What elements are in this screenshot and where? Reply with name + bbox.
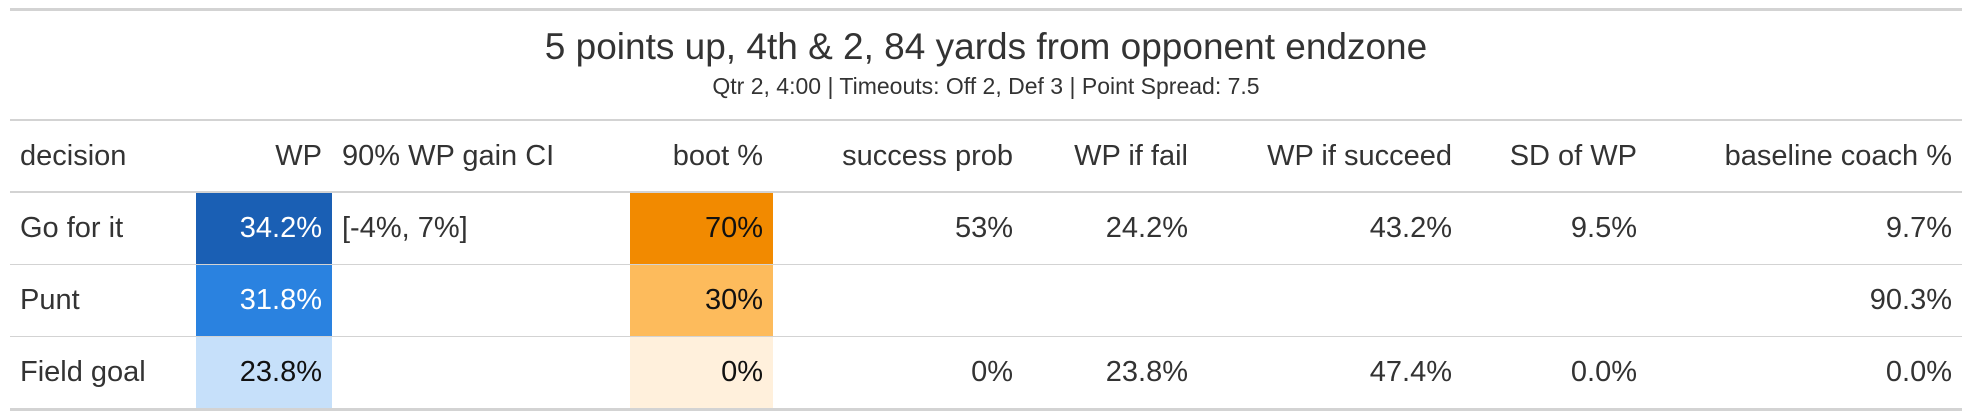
col-header-wp-if-fail: WP if fail xyxy=(1023,121,1198,193)
cell-baseline-coach: 0.0% xyxy=(1647,336,1962,411)
col-header-sd-of-wp: SD of WP xyxy=(1462,121,1647,193)
cell-wp-if-succeed: 47.4% xyxy=(1198,336,1462,411)
cell-wp-if-fail: 23.8% xyxy=(1023,336,1198,411)
cell-boot: 0% xyxy=(630,336,773,411)
cell-boot: 70% xyxy=(630,192,773,265)
cell-ci xyxy=(332,336,630,411)
cell-sd-of-wp xyxy=(1462,264,1647,337)
cell-success-prob xyxy=(773,264,1023,337)
table-title: 5 points up, 4th & 2, 84 yards from oppo… xyxy=(544,26,1428,67)
table-row: Punt 31.8% 30% 90.3% xyxy=(10,264,1962,337)
cell-baseline-coach: 90.3% xyxy=(1647,264,1962,337)
table-row: Field goal 23.8% 0% 0% 23.8% 47.4% 0.0% … xyxy=(10,336,1962,411)
cell-success-prob: 0% xyxy=(773,336,1023,411)
table-row: Go for it 34.2% [-4%, 7%] 70% 53% 24.2% … xyxy=(10,192,1962,265)
cell-wp-if-fail xyxy=(1023,264,1198,337)
col-header-success-prob: success prob xyxy=(773,121,1023,193)
table-subtitle: Qtr 2, 4:00 | Timeouts: Off 2, Def 3 | P… xyxy=(712,73,1260,99)
cell-ci: [-4%, 7%] xyxy=(332,192,630,265)
col-header-decision: decision xyxy=(10,121,196,193)
cell-baseline-coach: 9.7% xyxy=(1647,192,1962,265)
cell-wp: 23.8% xyxy=(196,336,332,411)
cell-boot: 30% xyxy=(630,264,773,337)
cell-wp: 34.2% xyxy=(196,192,332,265)
cell-success-prob: 53% xyxy=(773,192,1023,265)
cell-wp-if-fail: 24.2% xyxy=(1023,192,1198,265)
col-header-wp: WP xyxy=(196,121,332,193)
decision-table: 5 points up, 4th & 2, 84 yards from oppo… xyxy=(10,8,1962,411)
cell-wp-if-succeed xyxy=(1198,264,1462,337)
decision-grid: decision WP 90% WP gain CI boot % succes… xyxy=(10,121,1962,411)
col-header-wp-if-succeed: WP if succeed xyxy=(1198,121,1462,193)
col-header-ci: 90% WP gain CI xyxy=(332,121,630,193)
cell-decision: Go for it xyxy=(10,192,196,265)
cell-decision: Punt xyxy=(10,264,196,337)
col-header-baseline-coach: baseline coach % xyxy=(1647,121,1962,193)
cell-wp-if-succeed: 43.2% xyxy=(1198,192,1462,265)
table-header: 5 points up, 4th & 2, 84 yards from oppo… xyxy=(10,11,1962,121)
cell-ci xyxy=(332,264,630,337)
cell-decision: Field goal xyxy=(10,336,196,411)
cell-wp: 31.8% xyxy=(196,264,332,337)
column-header-row: decision WP 90% WP gain CI boot % succes… xyxy=(10,121,1962,193)
cell-sd-of-wp: 0.0% xyxy=(1462,336,1647,411)
cell-sd-of-wp: 9.5% xyxy=(1462,192,1647,265)
col-header-boot: boot % xyxy=(630,121,773,193)
